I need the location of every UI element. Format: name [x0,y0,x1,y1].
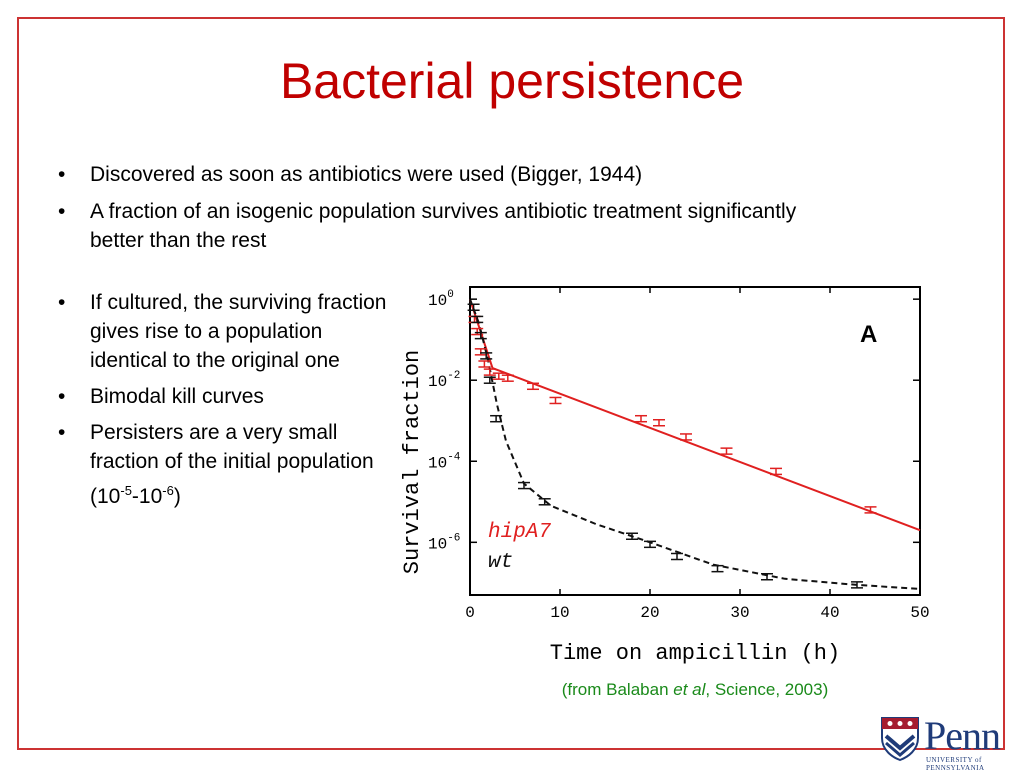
data-point-hipa7 [474,348,487,356]
y-tick-label: 10-6 [428,532,460,553]
y-tick-label: 10-4 [428,451,461,472]
penn-shield-icon [881,717,919,762]
penn-wordmark: Penn [924,713,1001,758]
penn-subtitle: UNIVERSITY of PENNSYLVANIA [926,756,985,772]
bullet-marker: • [58,200,66,223]
x-tick-label: 10 [550,604,569,622]
penn-logo: Penn UNIVERSITY of PENNSYLVANIA [880,713,1020,772]
data-point-wt [711,564,724,573]
data-point-hipa7 [483,368,496,376]
data-point-wt [671,552,683,561]
data-point-wt [480,352,493,360]
data-point-hipa7 [527,382,539,391]
bullet-text: Bimodal kill curves [90,385,264,408]
data-point-wt [644,540,656,549]
bullet-text: A fraction of an isogenic population sur… [90,200,797,252]
data-point-hipa7 [653,419,665,427]
data-point-hipa7 [501,374,514,382]
data-point-hipa7 [635,414,647,423]
left-bullet-list: • If cultured, the surviving fraction giv… [58,288,398,518]
data-point-wt [538,498,551,506]
bullet-marker: • [58,385,66,408]
data-point-wt [518,481,530,490]
top-bullet-list: • Discovered as soon as antibiotics were … [58,160,838,263]
data-point-hipa7 [549,396,562,405]
data-point-wt [474,331,487,340]
bullet-isogenic: • A fraction of an isogenic population su… [58,197,838,255]
x-tick-label: 30 [730,604,749,622]
data-point-wt [851,581,863,589]
caption-before: (from Balaban [561,680,674,699]
y-tick-label: 10-2 [428,370,460,391]
bullet-text: Discovered as soon as antibiotics were u… [90,163,643,186]
y-tick-label: 100 [428,289,454,310]
bullet-marker: • [58,421,66,444]
y-axis-label: Survival fraction [400,350,425,574]
source-caption: (from Balaban et al, Science, 2003) [480,680,910,700]
slide-border [17,17,1005,750]
data-point-hipa7 [680,433,692,441]
bullet-text-mid: -10 [131,485,163,508]
data-point-wt [483,376,496,384]
plot-frame [469,286,921,596]
data-point-hipa7 [770,467,782,476]
bullet-cultured: • If cultured, the surviving fraction giv… [58,288,398,375]
data-point-hipa7 [478,360,491,368]
legend-wt: wt [488,551,513,574]
x-tick-label: 0 [465,604,475,622]
bullet-marker: • [58,291,66,314]
bullet-discovered: • Discovered as soon as antibiotics were … [58,160,838,189]
data-point-wt [467,303,480,312]
caption-after: , Science, 2003) [705,680,829,699]
x-tick-label: 40 [820,604,839,622]
bullet-text: Persisters are a very small fraction of … [90,421,374,508]
bullet-text-end: ) [173,485,181,508]
data-point-wt [761,573,773,581]
data-point-wt [490,414,503,423]
data-point-hipa7 [492,372,505,380]
slide-title: Bacterial persistence [279,53,745,109]
bullet-text: If cultured, the surviving fraction give… [90,291,387,372]
superscript: -6 [162,483,174,498]
survival-chart: 0 10 20 30 40 50 100 10-2 10-4 10-6 A hipA7 wt Ti… [400,286,930,666]
data-point-hipa7 [864,506,877,514]
x-axis-label: Time on ampicillin (h) [550,641,840,666]
panel-label: A [860,321,877,348]
data-point-wt [471,315,484,324]
legend-hipa7: hipA7 [488,521,551,544]
x-tick-label: 20 [640,604,659,622]
fit-line-wt [469,298,921,590]
x-tick-label: 50 [910,604,929,622]
superscript: -5 [120,483,132,498]
data-point-hipa7 [720,447,733,455]
caption-italic: et al [673,680,706,699]
bullet-marker: • [58,163,66,186]
data-point-wt [626,532,638,540]
bullet-bimodal: • Bimodal kill curves [58,382,398,411]
bullet-persisters: • Persisters are a very small fraction of… [58,418,398,511]
